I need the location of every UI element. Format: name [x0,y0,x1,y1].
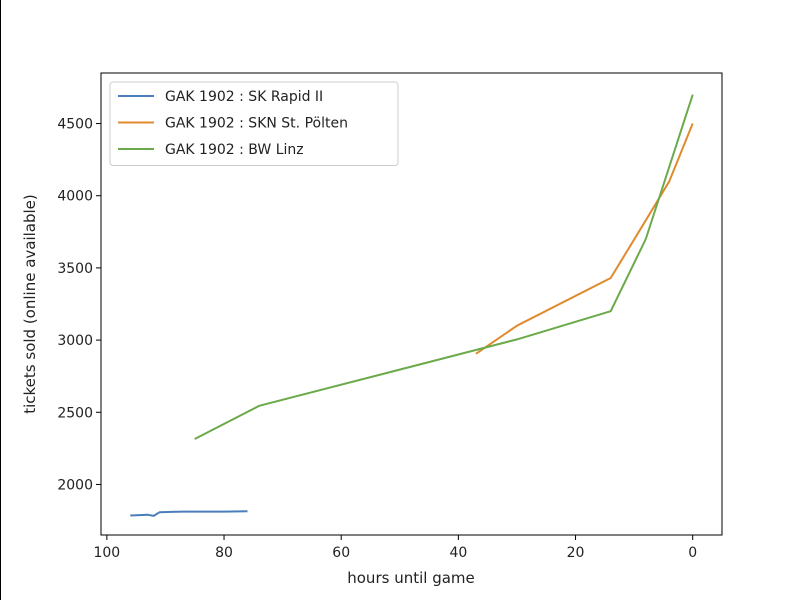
legend-label: GAK 1902 : SK Rapid II [165,89,323,105]
y-tick-label: 2500 [57,405,93,421]
window-border [0,0,1,600]
y-tick-label: 2000 [57,477,93,493]
plot-frame [100,72,723,536]
x-tick-label: 20 [567,545,585,561]
y-axis: 2000 2500 3000 3500 4000 4500 [57,117,101,493]
x-tick-label: 80 [215,545,233,561]
x-tick-label: 40 [449,545,467,561]
x-tick-label: 100 [93,545,120,561]
x-axis-title: hours until game [347,569,475,587]
legend-box [109,81,399,166]
series-line-3 [194,94,694,440]
x-tick-label: 0 [688,545,697,561]
series-line-1 [130,510,248,517]
x-axis: 100 80 60 40 20 0 [93,535,697,561]
legend-label: GAK 1902 : BW Linz [165,142,304,158]
legend: GAK 1902 : SK Rapid II GAK 1902 : SKN St.… [109,81,399,166]
y-tick-label: 4500 [57,117,93,133]
legend-label: GAK 1902 : SKN St. Pölten [165,116,348,132]
series-line-2 [475,123,694,355]
y-axis-title: tickets sold (online available) [21,194,39,414]
y-tick-label: 3500 [57,261,93,277]
y-tick-label: 3000 [57,333,93,349]
y-tick-label: 4000 [57,189,93,205]
x-tick-label: 60 [332,545,350,561]
series-layer [130,94,694,517]
